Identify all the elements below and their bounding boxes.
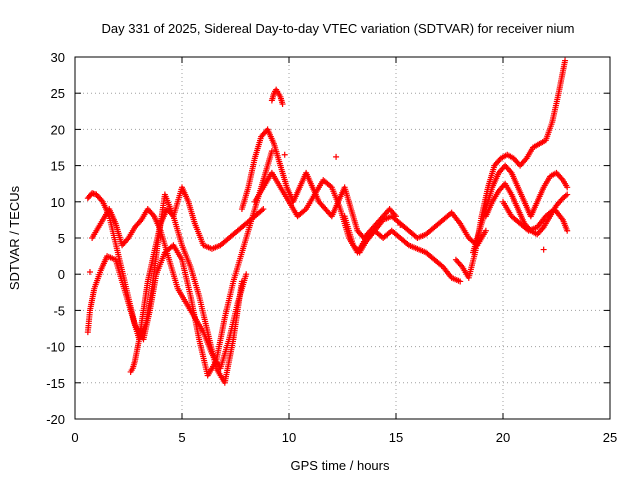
data-point — [397, 221, 404, 228]
x-tick-label: 20 — [496, 430, 510, 445]
x-tick-label: 0 — [71, 430, 78, 445]
y-tick-label: -15 — [46, 376, 65, 391]
series-outliers — [86, 151, 547, 276]
data-point — [564, 191, 571, 198]
data-point — [243, 271, 250, 278]
y-tick-label: 10 — [51, 195, 65, 210]
series-track-l — [500, 198, 571, 234]
series-track-g — [268, 86, 286, 108]
data-point — [564, 227, 571, 234]
x-tick-label: 25 — [603, 430, 617, 445]
series-track-e — [238, 126, 399, 241]
data-point — [260, 206, 267, 213]
data-point — [457, 278, 464, 285]
data-point — [86, 269, 93, 276]
chart-title: Day 331 of 2025, Sidereal Day-to-day VTE… — [101, 21, 574, 36]
data-point — [268, 148, 275, 155]
x-axis-label: GPS time / hours — [291, 458, 390, 473]
data-point — [333, 153, 340, 160]
data-point — [279, 101, 286, 108]
y-tick-label: -5 — [53, 303, 65, 318]
y-tick-label: 25 — [51, 86, 65, 101]
grid — [75, 57, 610, 419]
y-tick-label: 20 — [51, 122, 65, 137]
y-axis-label: SDTVAR / TECUs — [7, 185, 22, 290]
x-tick-label: 10 — [282, 430, 296, 445]
data-point — [562, 57, 569, 64]
axes — [74, 56, 611, 420]
plot-frame — [74, 56, 611, 420]
x-tick-label: 15 — [389, 430, 403, 445]
y-tick-label: 5 — [58, 231, 65, 246]
data-point — [482, 227, 489, 234]
y-tick-label: 15 — [51, 159, 65, 174]
data-marks — [84, 57, 571, 386]
x-tick-label: 5 — [178, 430, 185, 445]
data-point — [540, 246, 547, 253]
series-track-h — [341, 209, 489, 256]
data-point — [281, 151, 288, 158]
data-point — [564, 184, 571, 191]
series-track-d — [127, 184, 267, 375]
y-tick-label: 0 — [58, 267, 65, 282]
y-tick-label: -20 — [46, 412, 65, 427]
y-tick-label: 30 — [51, 50, 65, 65]
y-tick-label: -10 — [46, 340, 65, 355]
tick-labels: 0 5 10 15 20 25 -20 -15 -10 -5 0 5 10 15 20 25 30 — [46, 50, 617, 445]
series-track-j — [470, 162, 571, 256]
